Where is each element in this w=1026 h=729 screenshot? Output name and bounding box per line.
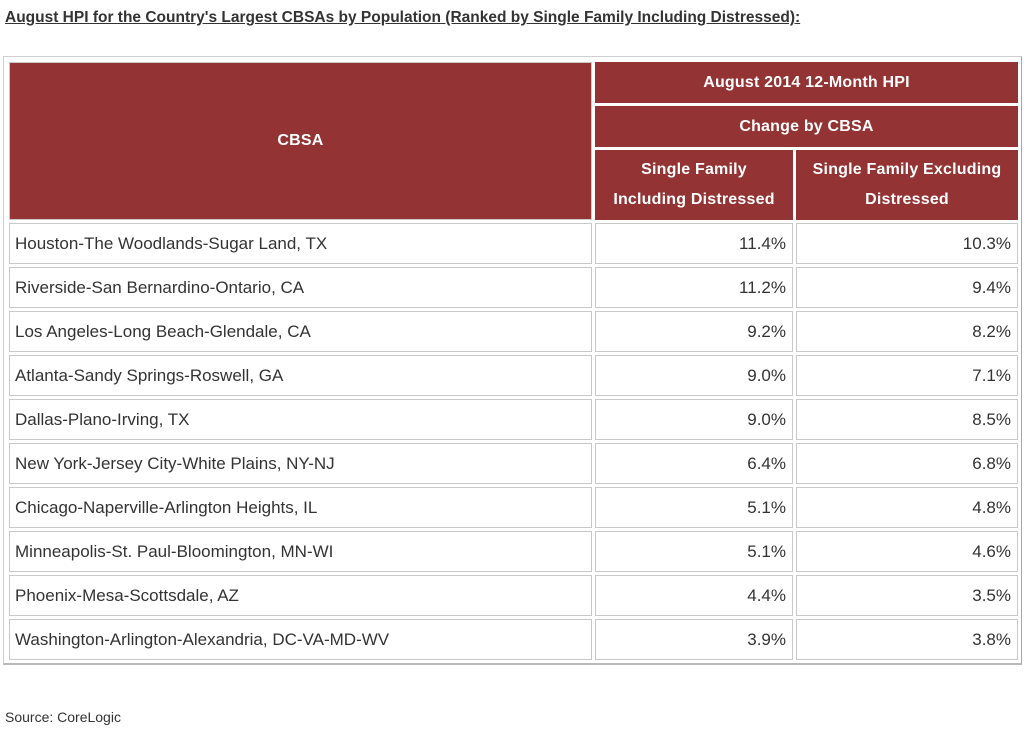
excl-distressed-cell: 9.4%	[796, 267, 1018, 308]
incl-distressed-cell: 5.1%	[595, 531, 793, 572]
table-row: New York-Jersey City-White Plains, NY-NJ…	[9, 443, 1018, 484]
table-row: Phoenix-Mesa-Scottsdale, AZ 4.4% 3.5%	[9, 575, 1018, 616]
hpi-table: CBSA August 2014 12-Month HPI Change by …	[6, 59, 1021, 663]
header-cbsa: CBSA	[9, 62, 592, 220]
table-row: Los Angeles-Long Beach-Glendale, CA 9.2%…	[9, 311, 1018, 352]
excl-distressed-cell: 8.5%	[796, 399, 1018, 440]
cbsa-cell: New York-Jersey City-White Plains, NY-NJ	[9, 443, 592, 484]
header-excl-line1: Single Family Excluding	[812, 161, 1002, 178]
table-row: Atlanta-Sandy Springs-Roswell, GA 9.0% 7…	[9, 355, 1018, 396]
cbsa-cell: Chicago-Naperville-Arlington Heights, IL	[9, 487, 592, 528]
incl-distressed-cell: 5.1%	[595, 487, 793, 528]
table-row: Chicago-Naperville-Arlington Heights, IL…	[9, 487, 1018, 528]
header-single-family-excluding-distressed: Single Family Excluding Distressed	[796, 150, 1018, 220]
excl-distressed-cell: 3.5%	[796, 575, 1018, 616]
incl-distressed-cell: 4.4%	[595, 575, 793, 616]
cbsa-cell: Los Angeles-Long Beach-Glendale, CA	[9, 311, 592, 352]
header-august-2014-12-month-hpi: August 2014 12-Month HPI	[595, 62, 1018, 103]
cbsa-cell: Washington-Arlington-Alexandria, DC-VA-M…	[9, 619, 592, 660]
incl-distressed-cell: 11.2%	[595, 267, 793, 308]
table-row: Riverside-San Bernardino-Ontario, CA 11.…	[9, 267, 1018, 308]
cbsa-cell: Riverside-San Bernardino-Ontario, CA	[9, 267, 592, 308]
incl-distressed-cell: 9.2%	[595, 311, 793, 352]
table-row: Washington-Arlington-Alexandria, DC-VA-M…	[9, 619, 1018, 660]
incl-distressed-cell: 3.9%	[595, 619, 793, 660]
cbsa-cell: Phoenix-Mesa-Scottsdale, AZ	[9, 575, 592, 616]
excl-distressed-cell: 6.8%	[796, 443, 1018, 484]
excl-distressed-cell: 7.1%	[796, 355, 1018, 396]
table-row: Dallas-Plano-Irving, TX 9.0% 8.5%	[9, 399, 1018, 440]
cbsa-cell: Minneapolis-St. Paul-Bloomington, MN-WI	[9, 531, 592, 572]
hpi-table-container: CBSA August 2014 12-Month HPI Change by …	[3, 56, 1022, 665]
header-incl-line1: Single Family	[641, 161, 747, 178]
excl-distressed-cell: 4.6%	[796, 531, 1018, 572]
header-excl-line2: Distressed	[865, 191, 949, 208]
page-title: August HPI for the Country's Largest CBS…	[5, 9, 801, 26]
incl-distressed-cell: 9.0%	[595, 355, 793, 396]
excl-distressed-cell: 4.8%	[796, 487, 1018, 528]
header-single-family-including-distressed: Single Family Including Distressed	[595, 150, 793, 220]
cbsa-cell: Atlanta-Sandy Springs-Roswell, GA	[9, 355, 592, 396]
incl-distressed-cell: 11.4%	[595, 223, 793, 264]
source-note: Source: CoreLogic	[5, 709, 121, 725]
incl-distressed-cell: 9.0%	[595, 399, 793, 440]
cbsa-cell: Dallas-Plano-Irving, TX	[9, 399, 592, 440]
incl-distressed-cell: 6.4%	[595, 443, 793, 484]
header-incl-line2: Including Distressed	[613, 191, 775, 208]
excl-distressed-cell: 3.8%	[796, 619, 1018, 660]
header-change-by-cbsa: Change by CBSA	[595, 106, 1018, 147]
cbsa-cell: Houston-The Woodlands-Sugar Land, TX	[9, 223, 592, 264]
excl-distressed-cell: 10.3%	[796, 223, 1018, 264]
table-row: Houston-The Woodlands-Sugar Land, TX 11.…	[9, 223, 1018, 264]
table-row: Minneapolis-St. Paul-Bloomington, MN-WI …	[9, 531, 1018, 572]
excl-distressed-cell: 8.2%	[796, 311, 1018, 352]
